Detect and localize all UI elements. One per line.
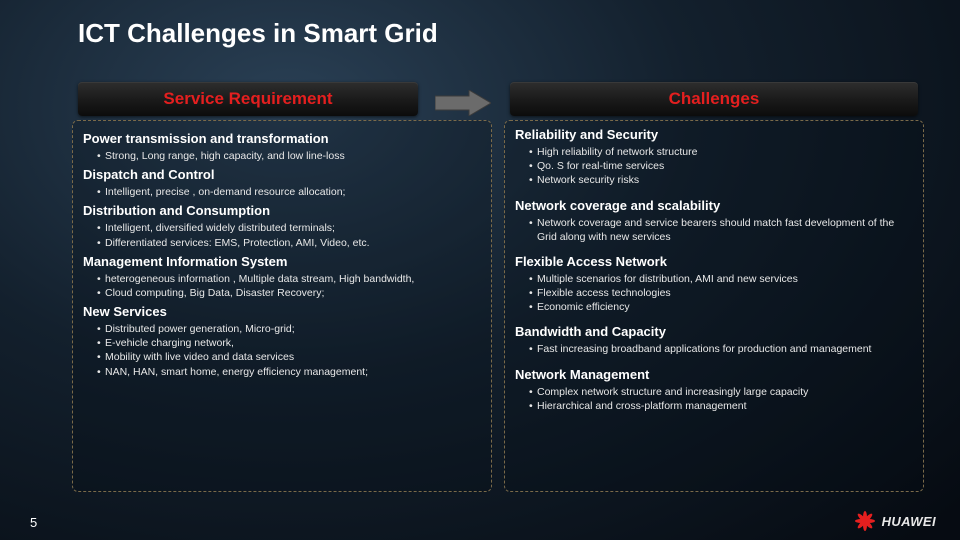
left-bullet-list: Distributed power generation, Micro-grid… <box>83 322 481 379</box>
left-panel: Power transmission and transformation Str… <box>72 120 492 492</box>
right-bullet: High reliability of network structure <box>529 145 913 159</box>
right-section-title: Bandwidth and Capacity <box>515 324 913 339</box>
right-bullet: Qo. S for real-time services <box>529 159 913 173</box>
left-bullet-list: Intelligent, diversified widely distribu… <box>83 221 481 249</box>
left-bullet: Mobility with live video and data servic… <box>97 350 481 364</box>
left-bullet: E-vehicle charging network, <box>97 336 481 350</box>
left-column-header: Service Requirement <box>78 82 418 116</box>
right-bullet: Fast increasing broadband applications f… <box>529 342 913 356</box>
right-bullet-list: Complex network structure and increasing… <box>515 385 913 413</box>
arrow-icon <box>435 90 491 116</box>
left-bullet: Differentiated services: EMS, Protection… <box>97 236 481 250</box>
flower-icon <box>854 510 876 532</box>
left-header-label: Service Requirement <box>163 89 332 109</box>
right-section-title: Network coverage and scalability <box>515 198 913 213</box>
left-section-title: New Services <box>83 304 481 319</box>
right-bullet: Multiple scenarios for distribution, AMI… <box>529 272 913 286</box>
right-bullet: Flexible access technologies <box>529 286 913 300</box>
left-bullet-list: heterogeneous information , Multiple dat… <box>83 272 481 300</box>
left-bullet: Intelligent, diversified widely distribu… <box>97 221 481 235</box>
slide-title: ICT Challenges in Smart Grid <box>78 18 438 49</box>
left-bullet-list: Strong, Long range, high capacity, and l… <box>83 149 481 163</box>
page-number: 5 <box>30 515 37 530</box>
right-bullet-list: Network coverage and service bearers sho… <box>515 216 913 244</box>
brand-text: HUAWEI <box>882 514 936 529</box>
left-section-title: Distribution and Consumption <box>83 203 481 218</box>
right-section-title: Flexible Access Network <box>515 254 913 269</box>
right-bullet: Economic efficiency <box>529 300 913 314</box>
right-header-label: Challenges <box>669 89 760 109</box>
left-bullet: Cloud computing, Big Data, Disaster Reco… <box>97 286 481 300</box>
left-bullet: NAN, HAN, smart home, energy efficiency … <box>97 365 481 379</box>
left-section-title: Power transmission and transformation <box>83 131 481 146</box>
right-column-header: Challenges <box>510 82 918 116</box>
left-bullet: heterogeneous information , Multiple dat… <box>97 272 481 286</box>
left-section-title: Dispatch and Control <box>83 167 481 182</box>
left-bullet: Strong, Long range, high capacity, and l… <box>97 149 481 163</box>
right-bullet-list: High reliability of network structureQo.… <box>515 145 913 188</box>
right-bullet-list: Fast increasing broadband applications f… <box>515 342 913 356</box>
slide-root: ICT Challenges in Smart Grid Service Req… <box>0 0 960 540</box>
right-bullet: Hierarchical and cross-platform manageme… <box>529 399 913 413</box>
left-bullet: Intelligent, precise , on-demand resourc… <box>97 185 481 199</box>
right-panel: Reliability and Security High reliability… <box>504 120 924 492</box>
brand-logo: HUAWEI <box>854 510 936 532</box>
right-bullet: Complex network structure and increasing… <box>529 385 913 399</box>
right-section-title: Reliability and Security <box>515 127 913 142</box>
left-section-title: Management Information System <box>83 254 481 269</box>
right-bullet-list: Multiple scenarios for distribution, AMI… <box>515 272 913 315</box>
left-bullet-list: Intelligent, precise , on-demand resourc… <box>83 185 481 199</box>
left-bullet: Distributed power generation, Micro-grid… <box>97 322 481 336</box>
right-bullet: Network security risks <box>529 173 913 187</box>
right-section-title: Network Management <box>515 367 913 382</box>
right-bullet: Network coverage and service bearers sho… <box>529 216 913 244</box>
